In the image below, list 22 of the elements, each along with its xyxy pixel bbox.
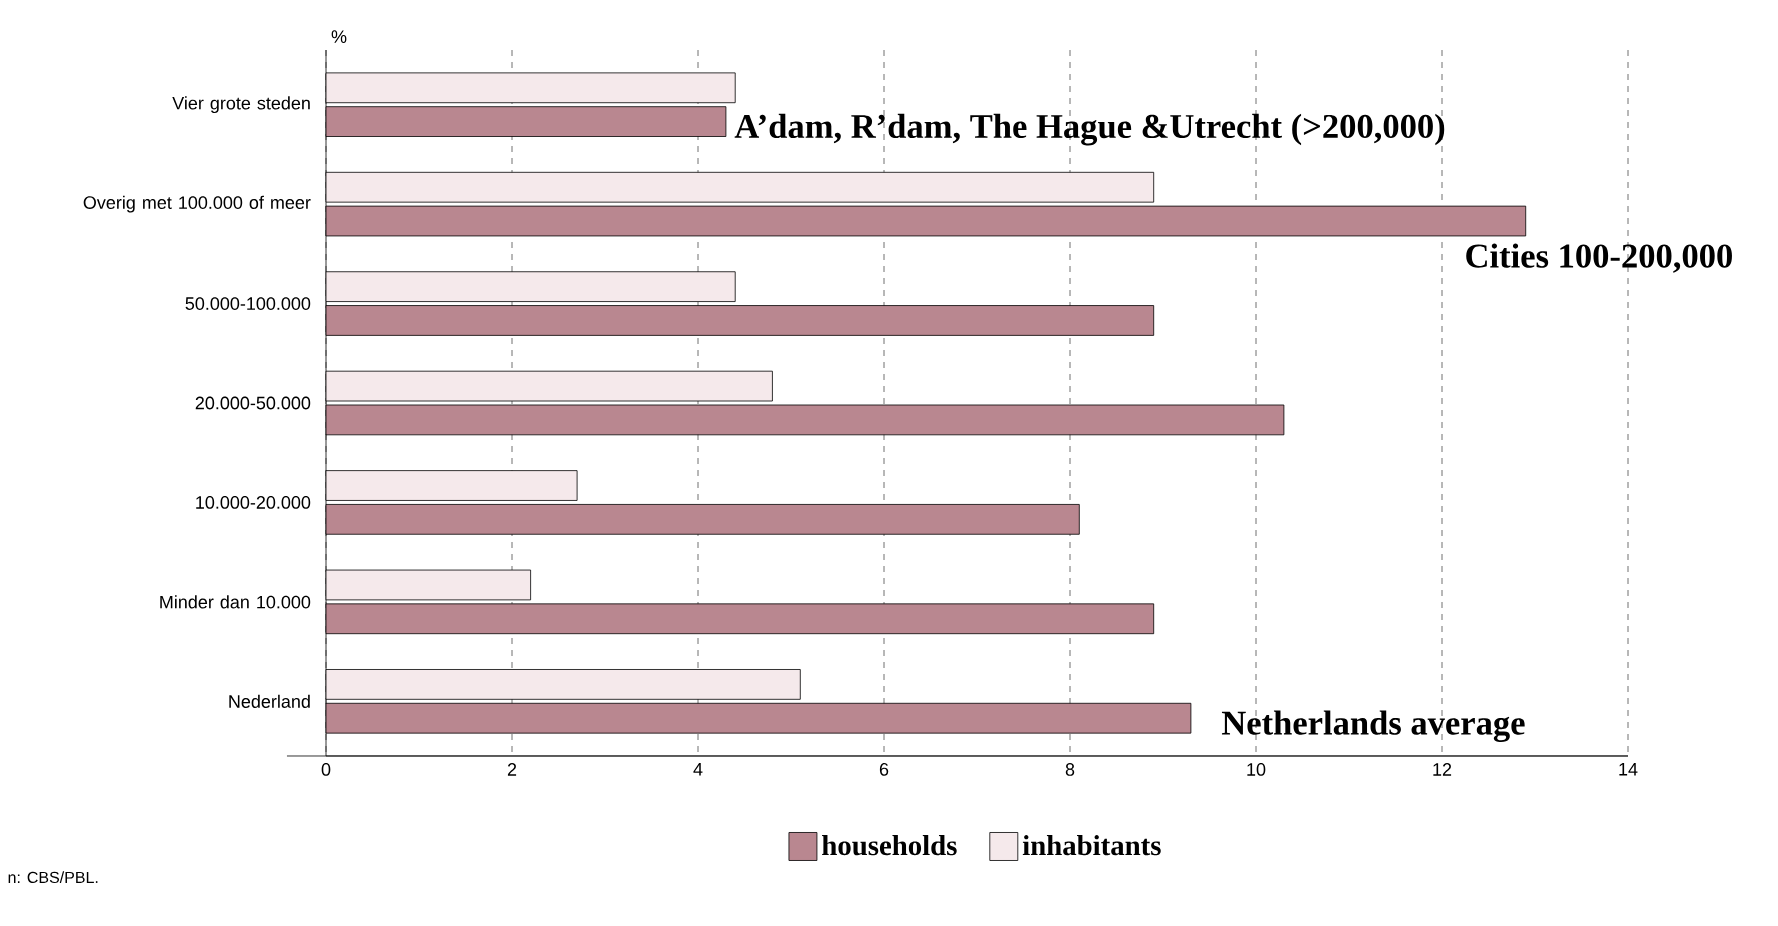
y-tick-label: Overig met 100.000 of meer (83, 195, 311, 213)
x-tick-label: 14 (1619, 763, 1638, 776)
annotation: A’dam, R’dam, The Hague &Utrecht (>200,000) (734, 113, 1445, 146)
x-tick-label: 10 (1247, 763, 1266, 776)
y-tick-label: Nederland (229, 694, 310, 708)
text: n: CBS/PBL. (8, 871, 98, 884)
x-tick-label: 2 (507, 763, 517, 776)
y-tick-label: 50.000-100.000 (185, 297, 311, 310)
x-tick-label: 0 (321, 763, 331, 776)
x-tick-label: 12 (1433, 763, 1452, 776)
annotation: Cities 100-200,000 (1466, 243, 1732, 273)
x-tick-label: 6 (879, 763, 889, 776)
y-tick-label: Vier grote steden (172, 96, 310, 114)
legend-label: inhabitants (1022, 835, 1161, 856)
x-tick-label: 4 (693, 763, 703, 776)
y-tick-label: 20.000-50.000 (195, 396, 311, 410)
y-tick-label: Minder dan 10.000 (160, 595, 311, 609)
annotation: Netherlands average (1221, 710, 1525, 743)
y-tick-label: 10.000-20.000 (196, 496, 311, 509)
x-tick-label: 8 (1065, 763, 1075, 776)
y-axis-title: % (331, 30, 347, 43)
legend-label: households (822, 835, 957, 856)
